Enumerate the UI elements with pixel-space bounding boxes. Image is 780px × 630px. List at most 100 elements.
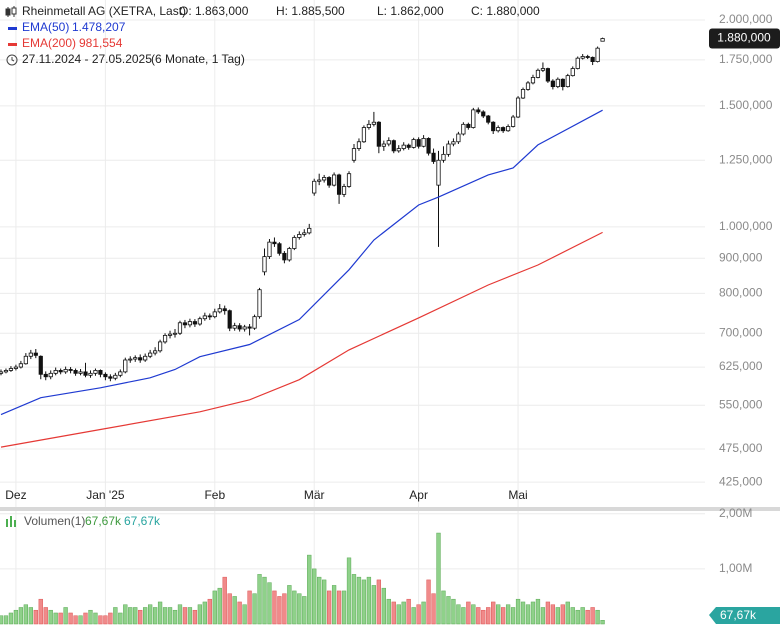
candle-body xyxy=(123,359,128,373)
candle-body xyxy=(222,308,227,312)
y-tick-label: 550,000 xyxy=(719,397,763,411)
candle-body xyxy=(237,325,242,330)
candle-body xyxy=(555,78,560,88)
candle-body xyxy=(550,80,555,88)
volume-bar xyxy=(421,601,426,625)
ema-line xyxy=(0,109,603,416)
candle-body xyxy=(103,373,108,378)
volume-bar xyxy=(172,609,178,625)
volume-bar xyxy=(13,609,19,625)
candle-body xyxy=(138,357,143,361)
candle-body xyxy=(257,289,262,318)
candle-body xyxy=(530,77,536,84)
candle-body xyxy=(515,97,521,118)
legend-name: EMA(200) xyxy=(22,36,76,50)
candle-body xyxy=(595,47,600,62)
candle-body xyxy=(53,370,58,374)
candle-body xyxy=(416,139,421,147)
candle-body xyxy=(545,68,550,82)
candle-body xyxy=(212,311,217,318)
candle-body xyxy=(332,174,337,186)
candle-body xyxy=(13,366,19,369)
volume-bar xyxy=(192,609,198,625)
candle-body xyxy=(73,370,78,374)
volume-bar xyxy=(371,585,377,625)
volume-bar xyxy=(451,598,456,625)
volume-bar xyxy=(242,604,247,625)
volume-bar xyxy=(33,609,38,625)
y-tick-label: 475,000 xyxy=(719,441,763,455)
volume-bar xyxy=(152,607,158,625)
candle-body xyxy=(506,126,511,132)
candle-body xyxy=(262,256,267,273)
y-tick-label: 900,000 xyxy=(719,250,763,264)
volume-bar xyxy=(98,615,103,625)
volume-bar xyxy=(406,598,411,625)
volume-bar xyxy=(292,590,297,625)
volume-bar xyxy=(123,604,128,625)
volume-bar xyxy=(257,574,262,625)
candle-body xyxy=(476,109,481,113)
volume-bar xyxy=(73,615,78,625)
volume-bar xyxy=(143,607,148,625)
volume-bar xyxy=(322,579,327,625)
candle-body xyxy=(0,371,4,374)
candle-body xyxy=(356,141,362,149)
volume-bar xyxy=(307,554,312,625)
volume-bar xyxy=(138,609,143,625)
volume-bar xyxy=(197,604,203,625)
candle-body xyxy=(565,75,570,88)
volume-bar xyxy=(456,604,461,625)
candle-icon xyxy=(5,6,17,17)
candle-body xyxy=(48,372,53,378)
volume-bar xyxy=(297,593,302,625)
candle-body xyxy=(401,144,406,149)
candle-body xyxy=(33,352,38,356)
volume-bar xyxy=(401,601,406,625)
volume-bar xyxy=(48,609,53,625)
candle-body xyxy=(456,133,461,143)
last-price-label: 1.880,000 xyxy=(717,31,771,45)
volume-bar xyxy=(68,612,73,625)
candle-body xyxy=(411,139,416,148)
ohlc: C: 1.880,000 xyxy=(471,4,540,18)
candle-body xyxy=(133,357,138,360)
volume-bar xyxy=(560,604,565,625)
candle-body xyxy=(287,248,292,261)
volume-bar xyxy=(252,593,257,625)
candle-body xyxy=(322,177,327,181)
candle-body xyxy=(510,116,516,127)
volume-icon xyxy=(6,516,16,527)
candle-body xyxy=(351,148,357,161)
candle-body xyxy=(381,143,386,147)
y-tick-label: 1.250,000 xyxy=(719,152,773,166)
volume-bar xyxy=(312,568,317,625)
ohlc: L: 1.862,000 xyxy=(377,4,444,18)
candle-body xyxy=(491,121,496,132)
volume-legend-value: 67,67k xyxy=(85,514,122,528)
x-tick-label: Feb xyxy=(204,488,225,502)
y-tick-label: 1.500,000 xyxy=(719,98,773,112)
volume-bar xyxy=(356,576,362,625)
volume-bar xyxy=(237,601,242,625)
volume-bar xyxy=(396,604,401,625)
volume-bar xyxy=(426,579,431,625)
volume-bar xyxy=(113,607,118,625)
volume-bar xyxy=(222,576,227,625)
volume-bar xyxy=(481,609,486,625)
volume-bar xyxy=(346,557,352,625)
candle-body xyxy=(341,186,347,195)
y-tick-label: 425,000 xyxy=(719,474,763,488)
volume-bar xyxy=(108,612,113,625)
candle-body xyxy=(108,376,113,379)
volume-legend-name: Volumen(1) xyxy=(24,514,85,528)
volume-bar xyxy=(167,607,173,625)
volume-bar xyxy=(162,607,168,625)
volume-bar xyxy=(575,609,580,625)
volume-bar xyxy=(520,601,526,625)
volume-bar xyxy=(505,604,511,625)
volume-bar xyxy=(88,609,93,625)
candle-body xyxy=(396,148,401,152)
x-tick-label: Dez xyxy=(5,488,26,502)
candle-body xyxy=(197,318,202,325)
